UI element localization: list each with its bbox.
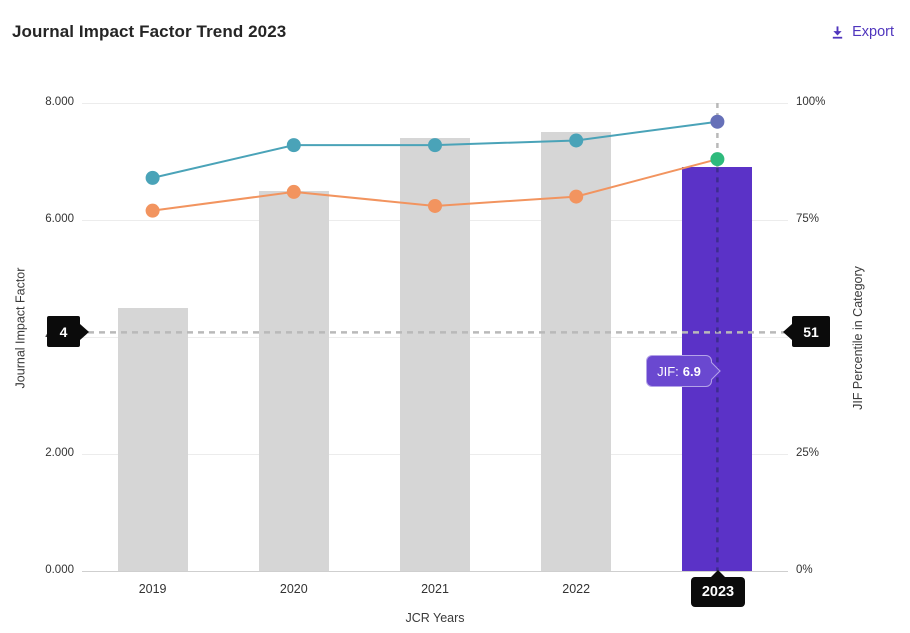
crosshair-right-value: 51 [803, 323, 819, 340]
jif-bar-2020[interactable] [258, 190, 329, 571]
gridline-8.000 [82, 102, 788, 104]
crosshair-left-value: 4 [59, 323, 68, 340]
jif-percentile-line-2-point-2023[interactable] [710, 152, 725, 167]
right-ytick-100%: 100% [796, 96, 826, 108]
crosshair-left-axis-marker: 4 [47, 316, 80, 347]
tooltip-label: JIF: [657, 363, 679, 379]
selected-year-label: 2023 [701, 584, 735, 600]
right-ytick-75%: 75% [796, 213, 820, 225]
selected-year-badge[interactable]: 2023 [691, 577, 745, 607]
jif-percentile-line-2-point-2019[interactable] [145, 203, 160, 218]
xtick-2019[interactable]: 2019 [138, 582, 167, 596]
tooltip-value: 6.9 [682, 363, 701, 379]
right-axis-title: JIF Percentile in Category [851, 266, 865, 410]
xtick-2021[interactable]: 2021 [421, 582, 449, 596]
export-label: Export [852, 24, 894, 40]
left-ytick-8.000: 8.000 [45, 96, 74, 108]
left-ytick-2.000: 2.000 [45, 447, 74, 459]
xtick-2022[interactable]: 2022 [562, 582, 591, 596]
right-ytick-25%: 25% [796, 447, 820, 459]
jif-percentile-line-1-point-2023[interactable] [710, 114, 725, 129]
page-title: Journal Impact Factor Trend 2023 [12, 22, 287, 41]
left-ytick-6.000: 6.000 [45, 213, 74, 225]
jif-percentile-line-1-point-2019[interactable] [145, 170, 160, 185]
jif-bar-2021[interactable] [400, 138, 470, 571]
xtick-2020[interactable]: 2020 [279, 582, 308, 596]
gridline-0.000 [82, 570, 788, 572]
x-axis-title: JCR Years [405, 611, 465, 625]
export-button[interactable]: Export [830, 24, 894, 40]
right-ytick-0%: 0% [796, 564, 813, 576]
jif-bar-2022[interactable] [541, 132, 612, 571]
jif-bar-2019[interactable] [117, 307, 188, 571]
download-icon [832, 25, 843, 39]
jif-percentile-line-1-point-2020[interactable] [286, 138, 301, 153]
crosshair-right-axis-marker: 51 [792, 316, 830, 347]
left-axis-title: Journal Impact Factor [13, 267, 28, 389]
jif-value-tooltip: JIF: 6.9 [646, 355, 712, 387]
left-ytick-0.000: 0.000 [45, 564, 74, 576]
